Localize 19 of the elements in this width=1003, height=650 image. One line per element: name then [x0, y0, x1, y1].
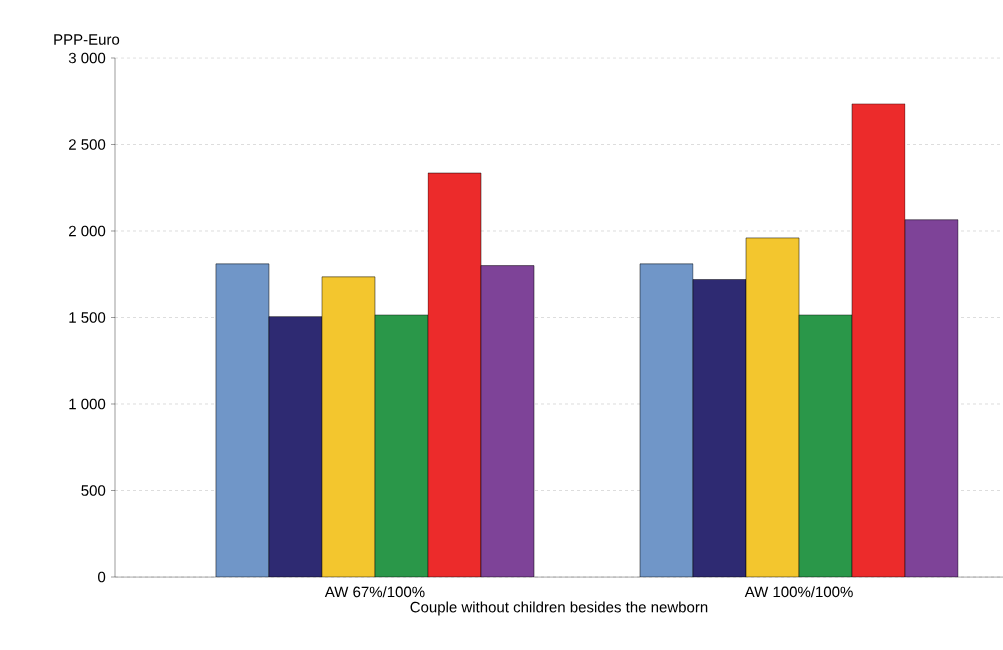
bar — [798, 314, 853, 577]
y-axis-title: PPP-Euro — [54, 34, 120, 45]
bar — [480, 265, 534, 577]
x-tick-label: AW 100%/100% — [744, 586, 853, 598]
bar — [215, 263, 269, 577]
y-tick-label: 500 — [81, 485, 106, 496]
x-axis-title: Couple without children besides the newborn — [410, 601, 708, 616]
bar — [904, 219, 959, 577]
y-tick-label: 1 000 — [69, 398, 106, 410]
bar — [639, 263, 694, 577]
y-tick-label: 0 — [98, 571, 106, 583]
x-tick-label: AW 67%/100% — [324, 586, 425, 598]
bar — [745, 237, 800, 577]
y-tick-label: 1 500 — [69, 312, 106, 323]
bar — [374, 314, 428, 577]
bar — [321, 276, 375, 577]
y-tick-label: 3 000 — [68, 52, 106, 64]
y-tick-label: 2 500 — [69, 139, 106, 150]
y-tick-label: 2 000 — [69, 225, 106, 237]
